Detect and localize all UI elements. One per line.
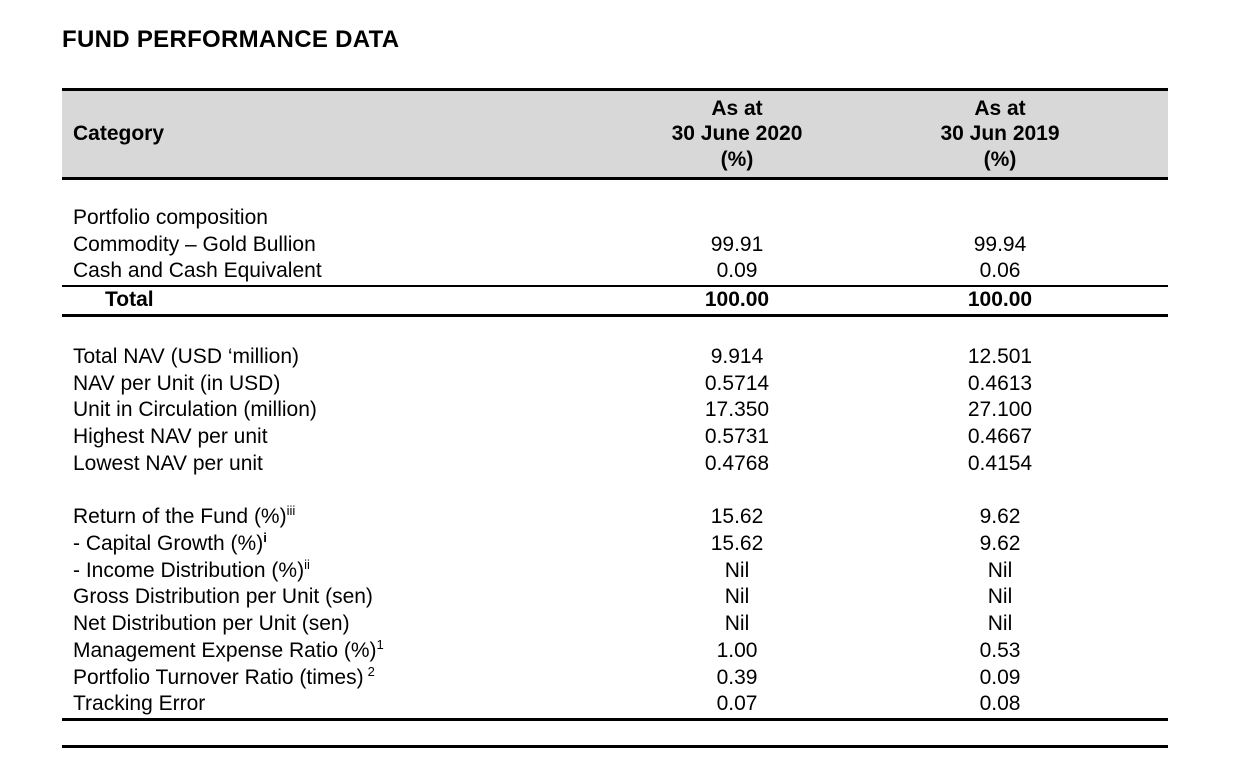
row-label: Tracking Error xyxy=(73,692,206,716)
row-value: 0.4613 xyxy=(967,371,1033,395)
row-value: Nil xyxy=(987,585,1013,609)
header-line: As at xyxy=(711,96,763,120)
row-label: NAV per Unit (in USD) xyxy=(73,371,281,395)
row-value: 0.53 xyxy=(979,638,1021,662)
table-row: Management Expense Ratio (%)1 1.00 0.53 xyxy=(62,638,1168,665)
row-label: Commodity – Gold Bullion xyxy=(73,232,316,256)
footnote-marker: 2 xyxy=(367,663,375,679)
table-row: Total 100.00 100.00 xyxy=(62,285,1168,317)
row-value: 15.62 xyxy=(710,505,764,529)
row-value: Nil xyxy=(987,612,1013,636)
row-value: 15.62 xyxy=(710,532,764,556)
row-value: 99.91 xyxy=(710,232,764,256)
row-value: 9.62 xyxy=(979,532,1021,556)
row-value: 0.07 xyxy=(716,692,758,716)
row-label: - Income Distribution (%)ii xyxy=(73,556,310,582)
row-label: Net Distribution per Unit (sen) xyxy=(73,612,350,636)
row-value: 0.09 xyxy=(716,259,758,283)
table-row: Tracking Error 0.07 0.08 xyxy=(62,691,1168,721)
row-value: 0.5714 xyxy=(704,371,770,395)
row-value: 0.06 xyxy=(979,259,1021,283)
table-row: Cash and Cash Equivalent 0.09 0.06 xyxy=(62,258,1168,285)
row-value: Nil xyxy=(987,558,1013,582)
bottom-rule xyxy=(62,744,1168,748)
row-label: - Capital Growth (%)i xyxy=(73,530,267,556)
row-value: 100.00 xyxy=(704,288,770,312)
table-row: Portfolio composition xyxy=(62,205,1168,232)
row-value: 100.00 xyxy=(967,288,1033,312)
row-label: Management Expense Ratio (%)1 xyxy=(73,636,384,662)
row-label: Total xyxy=(105,288,154,312)
header-line: As at xyxy=(974,96,1026,120)
row-spacer xyxy=(62,477,1168,504)
header-line: 30 Jun 2019 xyxy=(940,122,1060,146)
row-label: Portfolio Turnover Ratio (times) 2 xyxy=(73,663,375,689)
row-value: 0.5731 xyxy=(704,424,770,448)
row-label: Lowest NAV per unit xyxy=(73,451,263,475)
footnote-marker: 1 xyxy=(376,636,384,652)
row-value: Nil xyxy=(724,585,750,609)
table-row: - Income Distribution (%)ii Nil Nil xyxy=(62,558,1168,585)
table-row: NAV per Unit (in USD) 0.5714 0.4613 xyxy=(62,371,1168,398)
row-value: 0.4768 xyxy=(704,451,770,475)
table-row: Net Distribution per Unit (sen) Nil Nil xyxy=(62,611,1168,638)
row-value: 0.4154 xyxy=(967,451,1033,475)
row-label: Return of the Fund (%)iii xyxy=(73,503,296,529)
page-title: FUND PERFORMANCE DATA xyxy=(62,26,400,53)
footnote-marker: i xyxy=(263,530,267,546)
row-value: 0.4667 xyxy=(967,424,1033,448)
header-line: (%) xyxy=(983,147,1017,171)
row-value: Nil xyxy=(724,558,750,582)
header-col-2020: As at 30 June 2020 (%) xyxy=(622,96,852,173)
table-body: Portfolio composition Commodity – Gold Bu… xyxy=(62,180,1168,721)
footnote-marker: ii xyxy=(304,556,310,572)
row-label: Portfolio composition xyxy=(73,206,268,229)
footnote-marker: iii xyxy=(286,503,296,519)
row-value: 9.62 xyxy=(979,505,1021,529)
row-label: Highest NAV per unit xyxy=(73,424,268,448)
table-row: Return of the Fund (%)iii 15.62 9.62 xyxy=(62,504,1168,531)
row-value xyxy=(852,205,1148,232)
row-value: 27.100 xyxy=(967,398,1033,422)
row-value xyxy=(622,205,852,232)
row-label: Cash and Cash Equivalent xyxy=(73,259,322,283)
header-line: (%) xyxy=(720,147,754,171)
row-value: 0.09 xyxy=(979,665,1021,689)
table-row: Total NAV (USD ‘million) 9.914 12.501 xyxy=(62,344,1168,371)
table-row: Unit in Circulation (million) 17.350 27.10… xyxy=(62,397,1168,424)
row-value: 17.350 xyxy=(704,398,770,422)
bottom-gap xyxy=(62,721,1168,745)
table-header-row: Category As at 30 June 2020 (%) As at 30… xyxy=(62,88,1168,180)
table-row: Lowest NAV per unit 0.4768 0.4154 xyxy=(62,451,1168,478)
table-row: Portfolio Turnover Ratio (times) 2 0.39 0.0… xyxy=(62,665,1168,692)
row-label: Gross Distribution per Unit (sen) xyxy=(73,585,373,609)
table-row: Highest NAV per unit 0.5731 0.4667 xyxy=(62,424,1168,451)
row-value: 12.501 xyxy=(967,344,1033,368)
table-row: - Capital Growth (%)i 15.62 9.62 xyxy=(62,531,1168,558)
row-label: Unit in Circulation (million) xyxy=(73,398,317,422)
row-value: 0.39 xyxy=(716,665,758,689)
table-row: Commodity – Gold Bullion 99.91 99.94 xyxy=(62,232,1168,259)
fund-performance-table: Category As at 30 June 2020 (%) As at 30… xyxy=(62,88,1168,748)
row-value: 9.914 xyxy=(710,344,764,368)
row-value: 0.08 xyxy=(979,692,1021,716)
row-value: Nil xyxy=(724,612,750,636)
header-col-2019: As at 30 Jun 2019 (%) xyxy=(852,96,1148,173)
row-spacer xyxy=(62,317,1168,344)
row-value: 1.00 xyxy=(716,638,758,662)
header-category: Category xyxy=(73,122,165,145)
row-label: Total NAV (USD ‘million) xyxy=(73,344,299,368)
row-value: 99.94 xyxy=(973,232,1027,256)
table-row: Gross Distribution per Unit (sen) Nil Nil xyxy=(62,584,1168,611)
header-line: 30 June 2020 xyxy=(671,122,803,146)
